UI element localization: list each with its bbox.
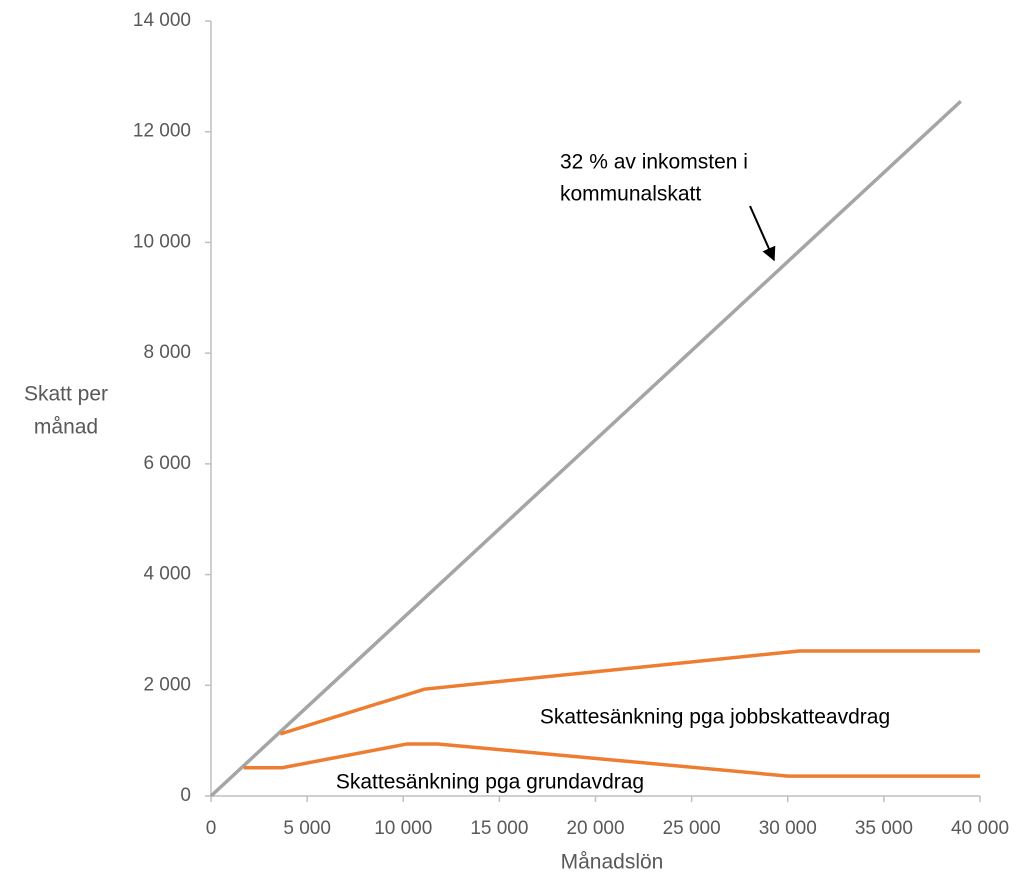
series-line: [279, 649, 980, 736]
x-tick-label: 40 000: [951, 818, 1009, 839]
x-tick-label: 15 000: [470, 818, 528, 839]
x-tick-label: 30 000: [759, 818, 817, 839]
x-tick-label: 0: [206, 818, 217, 839]
annotation: Skattesänkning pga grundavdrag: [336, 771, 644, 794]
x-tick-label: 35 000: [855, 818, 913, 839]
annotation: Skattesänkning pga jobbskatteavdrag: [540, 706, 890, 729]
series-line: [243, 742, 980, 778]
x-tick-label: 5 000: [283, 818, 331, 839]
x-axis-label: Månadslön: [561, 851, 664, 874]
y-tick-label: 2 000: [143, 674, 191, 695]
x-tick-label: 20 000: [566, 818, 624, 839]
annotation: kommunalskatt: [560, 183, 701, 206]
y-axis-label: Skatt per: [24, 383, 108, 406]
y-tick-label: 4 000: [143, 564, 191, 585]
series-line: [209, 99, 962, 798]
x-tick-label: 25 000: [663, 818, 721, 839]
y-axis-label: månad: [34, 416, 98, 439]
y-tick-label: 12 000: [133, 121, 191, 142]
x-tick-label: 10 000: [374, 818, 432, 839]
y-tick-label: 8 000: [143, 342, 191, 363]
y-tick-label: 6 000: [143, 453, 191, 474]
y-tick-label: 10 000: [133, 231, 191, 252]
y-tick-label: 0: [180, 785, 191, 806]
annotation: 32 % av inkomsten i: [560, 151, 748, 174]
y-tick-label: 14 000: [133, 10, 191, 31]
annotation-arrow: [749, 205, 776, 262]
